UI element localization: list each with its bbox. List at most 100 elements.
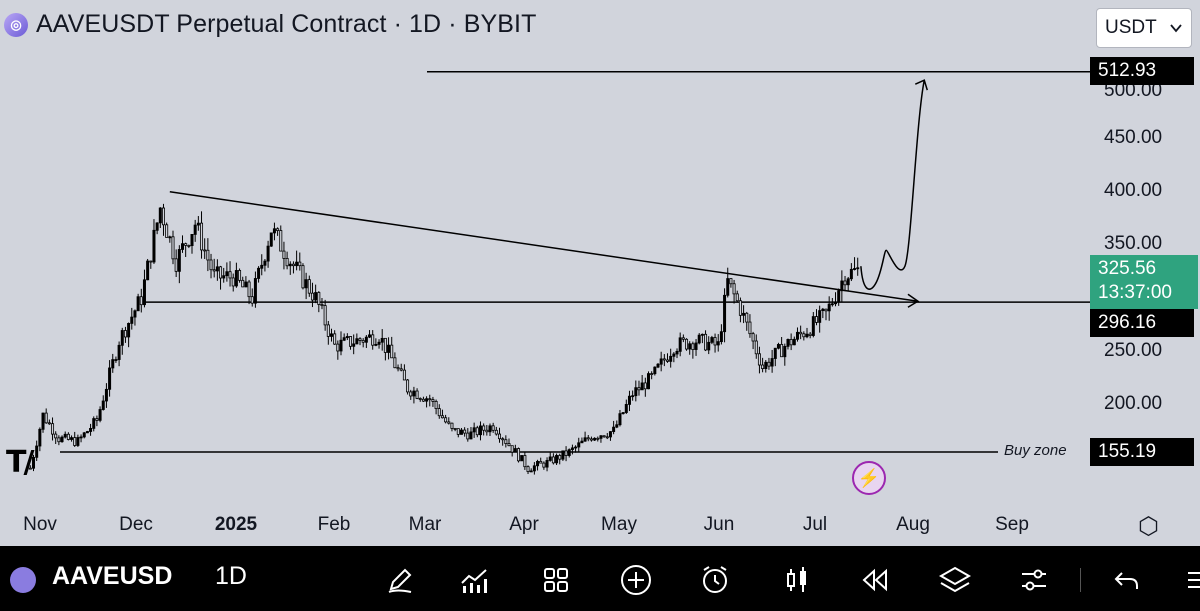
candle-body	[656, 363, 660, 368]
candle-body	[729, 278, 733, 285]
candle-body	[824, 308, 828, 312]
candle-body	[513, 448, 517, 453]
candle-body	[82, 432, 86, 438]
candle-body	[738, 300, 742, 316]
candle-body	[418, 398, 422, 400]
candle-body	[808, 333, 812, 336]
lightning-icon[interactable]: ⚡	[852, 461, 886, 495]
candle-body	[285, 258, 289, 267]
time-tick: Feb	[317, 514, 351, 535]
candle-body	[95, 418, 99, 421]
candle-body	[646, 373, 650, 390]
candle-body	[358, 338, 362, 341]
candle-body	[440, 415, 444, 419]
candle-body	[742, 312, 746, 316]
candle-body	[577, 442, 581, 448]
candle-body	[123, 330, 127, 338]
candle-body	[561, 450, 565, 460]
candle-body	[773, 347, 777, 359]
time-tick: Mar	[408, 514, 442, 535]
candle-body	[574, 446, 578, 449]
candle-body	[770, 358, 774, 367]
candle-body	[437, 408, 441, 417]
more-icon[interactable]	[1170, 560, 1200, 600]
candle-body	[165, 224, 169, 238]
candle-body	[317, 292, 321, 305]
candle-body	[409, 391, 413, 397]
chart-area[interactable]: ◎ AAVEUSDT Perpetual Contract · 1D · BYB…	[0, 0, 1200, 546]
buy-zone-price-label[interactable]: 155.19	[1090, 438, 1194, 466]
timeframe-button[interactable]: 1D	[215, 562, 247, 590]
symbol-button[interactable]: AAVEUSD	[52, 562, 173, 590]
candle-body	[685, 338, 689, 350]
candle-body	[35, 445, 39, 458]
candle-body	[149, 260, 153, 263]
candle-body	[843, 280, 847, 286]
neckline-price-label[interactable]: 296.16	[1090, 309, 1194, 337]
undo-icon[interactable]	[1107, 560, 1147, 600]
candle-body	[98, 409, 102, 421]
candle-body	[101, 400, 105, 410]
candle-body	[193, 224, 197, 235]
candle-body	[776, 344, 780, 349]
layout-icon[interactable]	[536, 560, 576, 600]
gear-icon[interactable]: ⬡	[1138, 513, 1159, 540]
plus-icon[interactable]	[616, 560, 656, 600]
layers-icon[interactable]	[935, 560, 975, 600]
candle-body	[184, 243, 188, 246]
candle-body	[421, 398, 425, 402]
price-tick: 500.00	[1104, 80, 1163, 101]
candle-body	[837, 290, 841, 303]
replay-icon[interactable]	[855, 560, 895, 600]
candle-body	[536, 461, 540, 467]
candle-body	[849, 268, 853, 280]
pencil-icon[interactable]	[380, 560, 420, 600]
buy-zone-text: Buy zone	[1004, 442, 1067, 459]
chart-canvas[interactable]	[0, 0, 1090, 546]
candle-body	[146, 260, 150, 281]
candle-body	[51, 423, 55, 435]
candle-body	[583, 437, 587, 442]
candle-body	[32, 456, 36, 469]
candle-body	[130, 316, 134, 324]
candle-body	[786, 339, 790, 347]
candle-body	[301, 265, 305, 289]
price-tick: 250.00	[1104, 340, 1163, 361]
candle-body	[425, 398, 429, 402]
candle-body	[374, 343, 378, 346]
candle-body	[158, 207, 162, 224]
candle-body	[548, 456, 552, 461]
candle-body	[459, 429, 463, 435]
candle-body	[79, 436, 83, 439]
candle-body	[412, 390, 416, 397]
candle-body	[650, 373, 654, 375]
candle-body	[215, 266, 219, 272]
time-tick: Nov	[23, 514, 57, 535]
candles-icon[interactable]	[777, 560, 817, 600]
projection-path	[860, 80, 926, 290]
current-price-label: 325.56 13:37:00	[1090, 255, 1198, 309]
chart-title-row: ◎ AAVEUSDT Perpetual Contract · 1D · BYB…	[4, 10, 536, 39]
tradingview-logo-icon[interactable]: T/	[6, 445, 34, 480]
candle-body	[361, 340, 365, 343]
candle-body	[60, 436, 64, 443]
candle-body	[241, 279, 245, 288]
candle-body	[368, 334, 372, 338]
settings-sliders-icon[interactable]	[1014, 560, 1054, 600]
candle-body	[529, 470, 533, 473]
candle-body	[700, 333, 704, 336]
candle-body	[282, 250, 286, 259]
candle-body	[640, 382, 644, 391]
indicators-icon[interactable]	[455, 560, 495, 600]
alarm-icon[interactable]	[695, 560, 735, 600]
candle-body	[247, 281, 251, 298]
candle-body	[748, 321, 752, 335]
candle-body	[349, 336, 353, 347]
candle-body	[203, 249, 207, 252]
projection-arrowhead	[914, 79, 928, 91]
candle-body	[28, 467, 32, 470]
target-price-label[interactable]: 512.93	[1090, 57, 1194, 85]
candle-body	[501, 438, 505, 441]
candle-body	[472, 427, 476, 433]
currency-selector[interactable]: USDT	[1096, 8, 1192, 48]
